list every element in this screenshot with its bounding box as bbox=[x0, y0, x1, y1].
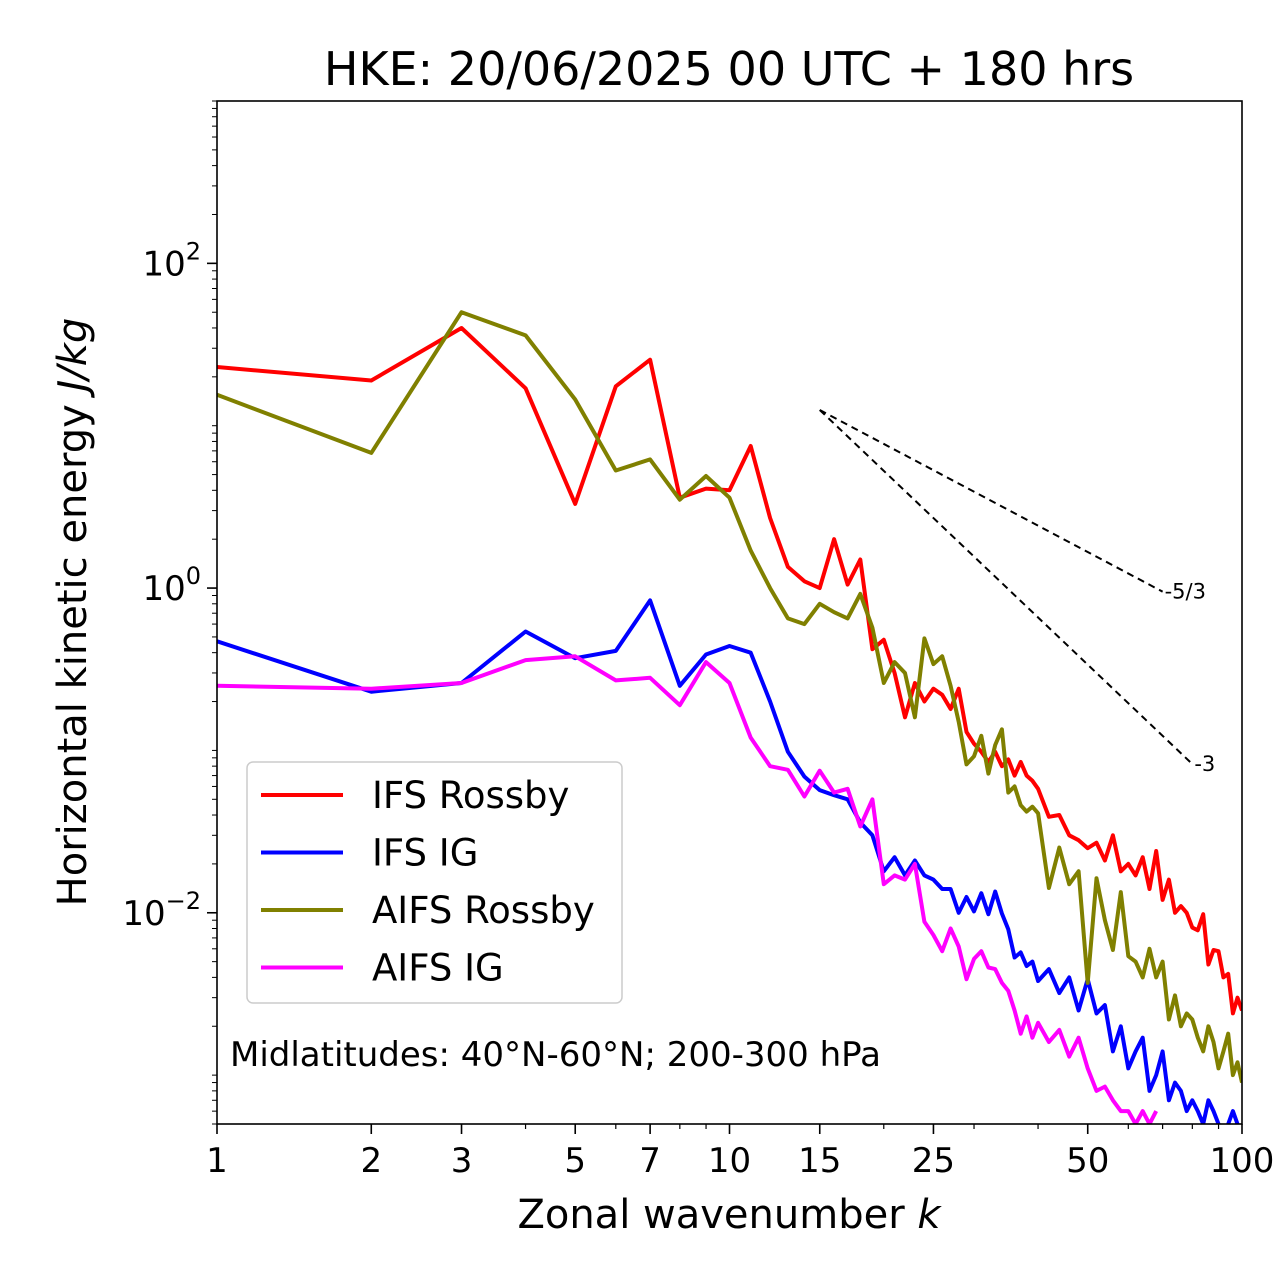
x-tick-label: 7 bbox=[639, 1141, 661, 1181]
x-tick-label: 15 bbox=[798, 1141, 841, 1181]
reference-slope-line bbox=[819, 409, 1164, 593]
series-line-aifs-ig bbox=[217, 654, 1158, 1124]
y-tick-label: 100 bbox=[142, 562, 201, 609]
legend-label: IFS Rossby bbox=[372, 774, 569, 817]
x-ticks: 1 2 3 5 7 10 15 25 50 100 bbox=[206, 1124, 1274, 1181]
y-tick-label: 10−2 bbox=[122, 887, 201, 934]
legend-label: AIFS Rossby bbox=[372, 889, 595, 932]
y-tick-label: 102 bbox=[142, 237, 201, 284]
y-tick-base: 10 bbox=[142, 244, 185, 284]
y-tick-base: 10 bbox=[142, 569, 185, 609]
x-axis-label-text: Zonal wavenumber bbox=[517, 1192, 917, 1238]
y-axis-label: Horizontal kinetic energy J/kg bbox=[50, 318, 96, 907]
reference-slope-label: -3 bbox=[1194, 752, 1215, 776]
y-tick-base: 10 bbox=[122, 894, 165, 934]
y-tick-exponent: 2 bbox=[186, 237, 201, 265]
y-tick-exponent: −2 bbox=[166, 887, 201, 915]
x-axis-label: Zonal wavenumber k bbox=[517, 1192, 942, 1238]
legend-items: IFS Rossby IFS IG AIFS Rossby AIFS IG bbox=[261, 774, 595, 990]
y-tick-exponent: 0 bbox=[186, 562, 201, 590]
chart-title: HKE: 20/06/2025 00 UTC + 180 hrs bbox=[324, 42, 1134, 96]
legend-box bbox=[246, 761, 623, 1004]
y-axis-label-text: Horizontal kinetic energy bbox=[50, 392, 96, 907]
legend: IFS Rossby IFS IG AIFS Rossby AIFS IG bbox=[246, 761, 623, 1004]
series-line-ifs-rossby bbox=[217, 326, 1242, 1016]
series-line-ifs-ig bbox=[217, 598, 1240, 1124]
x-tick-label: 25 bbox=[912, 1141, 955, 1181]
x-tick-label: 100 bbox=[1210, 1141, 1275, 1181]
region-annotation: Midlatitudes: 40°N-60°N; 200-300 hPa bbox=[230, 1035, 881, 1075]
x-tick-label: 50 bbox=[1066, 1141, 1109, 1181]
x-tick-label: 1 bbox=[206, 1141, 228, 1181]
x-tick-label: 5 bbox=[564, 1141, 586, 1181]
y-axis-label-unit: J/kg bbox=[50, 318, 96, 399]
x-tick-label: 10 bbox=[708, 1141, 751, 1181]
plot-frame bbox=[216, 100, 1243, 1125]
reference-slopes: -5/3 -3 bbox=[819, 409, 1215, 776]
legend-label: IFS IG bbox=[372, 832, 478, 875]
series-line-aifs-rossby bbox=[217, 310, 1242, 1084]
reference-slope-line bbox=[819, 409, 1194, 765]
reference-slope-label: -5/3 bbox=[1165, 580, 1206, 604]
x-tick-label: 2 bbox=[360, 1141, 382, 1181]
legend-label: AIFS IG bbox=[372, 947, 504, 990]
x-axis-label-variable: k bbox=[917, 1192, 942, 1238]
data-lines bbox=[217, 310, 1242, 1124]
x-tick-label: 3 bbox=[451, 1141, 473, 1181]
